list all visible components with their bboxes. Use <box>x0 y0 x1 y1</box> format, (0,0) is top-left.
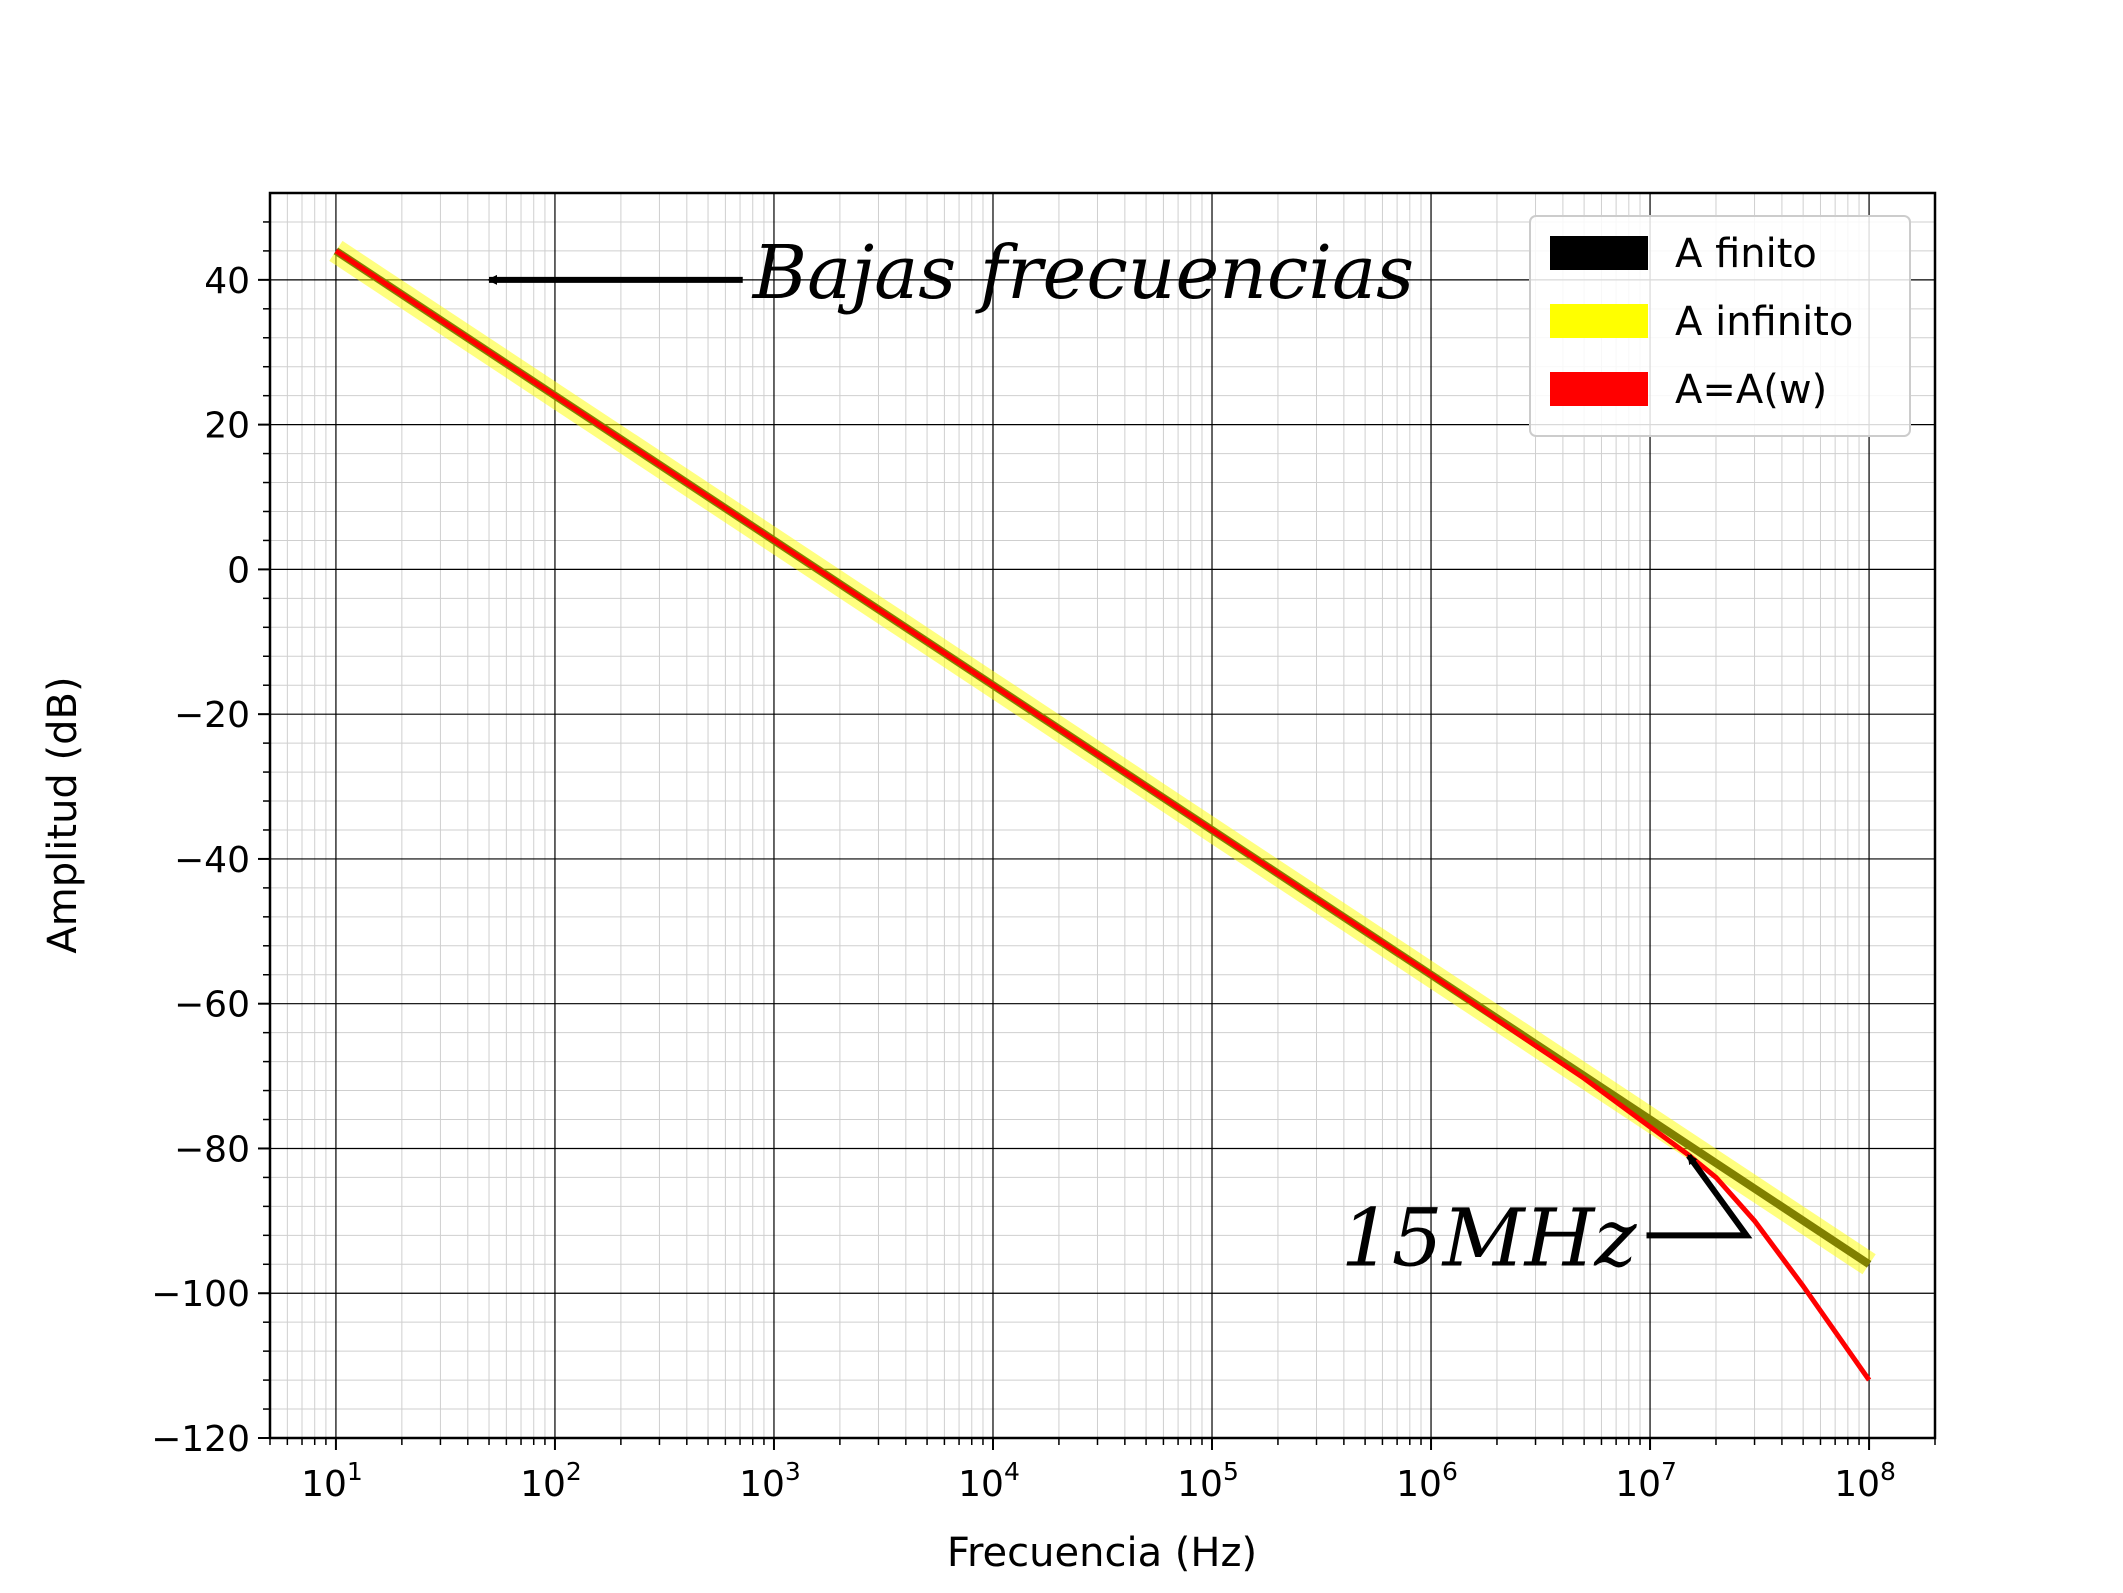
legend-swatch <box>1550 236 1648 270</box>
annotation-15mhz: 15MHz <box>1341 1191 1637 1284</box>
series-line-a-w <box>334 248 1872 1382</box>
x-tick-label: 104 <box>958 1457 1020 1505</box>
y-tick-label: −20 <box>174 695 250 736</box>
legend-label: A infinito <box>1675 299 1853 345</box>
series-layer <box>329 240 1876 1382</box>
legend: A finito A infinito A=A(w) <box>1529 215 1911 437</box>
y-axis-label: Amplitud (dB) <box>40 676 86 953</box>
x-tick-label: 107 <box>1615 1457 1677 1505</box>
y-tick-label: −100 <box>151 1274 250 1315</box>
x-tick-label: 101 <box>301 1457 363 1505</box>
annotation-bajas-frecuencias: Bajas frecuencias <box>751 230 1414 316</box>
y-tick-label: 20 <box>204 406 250 447</box>
major-grid <box>270 193 1935 1439</box>
x-tick-label: 103 <box>739 1457 801 1505</box>
annotations-layer: Bajas frecuencias 15MHz <box>487 230 1753 1284</box>
y-tick-label: −60 <box>174 985 250 1026</box>
y-tick-label: 40 <box>204 261 250 302</box>
x-axis-label: Frecuencia (Hz) <box>947 1530 1257 1576</box>
y-tick-label: −120 <box>151 1419 250 1460</box>
y-tick-label: −40 <box>174 840 250 881</box>
x-tick-label: 106 <box>1396 1457 1458 1505</box>
plot-frame <box>268 191 1937 1440</box>
legend-label: A=A(w) <box>1675 367 1827 413</box>
x-tick-labels: 101 102 103 104 105 106 107 108 <box>301 1457 1896 1505</box>
annotation-arrow-15mhz <box>1646 1153 1753 1239</box>
ticks-layer <box>258 221 1936 1450</box>
y-tick-label: 0 <box>227 550 250 591</box>
y-tick-label: −80 <box>174 1129 250 1170</box>
legend-swatch <box>1550 304 1648 338</box>
legend-label: A finito <box>1675 231 1817 277</box>
x-tick-label: 102 <box>520 1457 582 1505</box>
legend-swatch <box>1550 372 1648 406</box>
x-tick-label: 108 <box>1834 1457 1896 1505</box>
y-tick-labels: 40 20 0 −20 −40 −60 −80 −100 −120 <box>151 261 250 1460</box>
x-tick-label: 105 <box>1177 1457 1239 1505</box>
